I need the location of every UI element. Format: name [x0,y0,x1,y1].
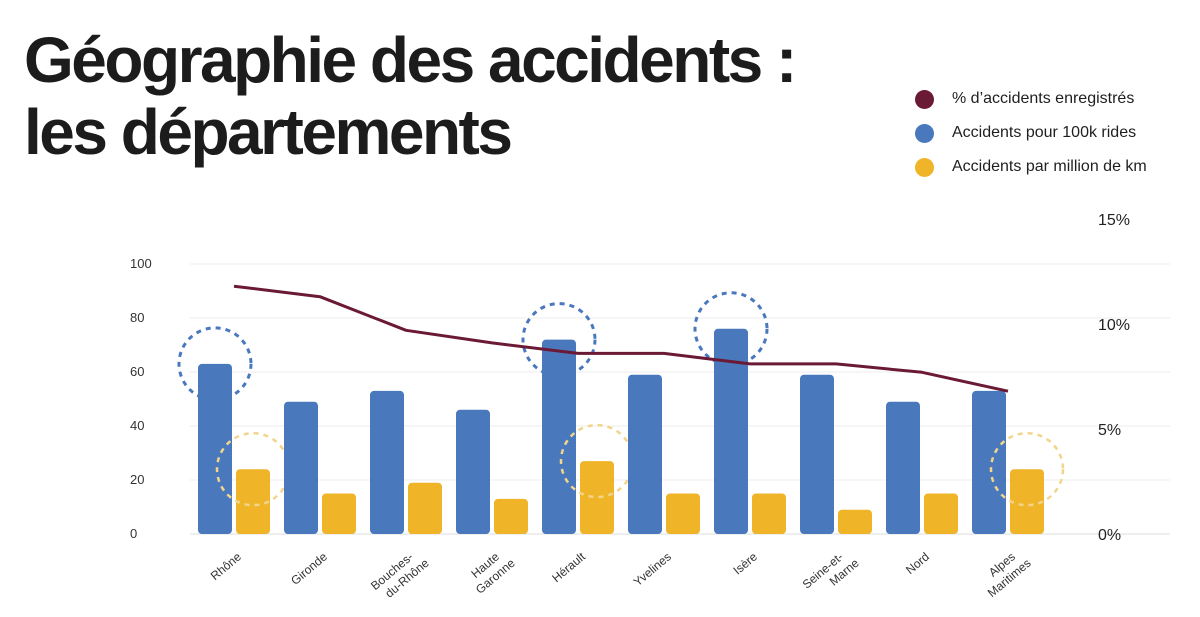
x-tick-label: Isère [730,549,760,577]
x-tick-label: Bouches-du-Rhône [368,544,432,604]
chart-title-line-2: les départements [24,96,513,168]
legend-label-rides: Accidents pour 100k rides [952,124,1137,141]
bar-rides [714,328,748,534]
bar-km [494,498,528,534]
legend-item-rides: Accidents pour 100k rides [915,116,1147,150]
y-tick-label-right: 15% [1098,212,1130,229]
highlight-circle [989,431,1065,507]
legend-dot-rides [915,123,934,143]
x-tick-label: Rhône [208,549,244,583]
y-tick-label-left: 80 [130,310,144,325]
bar-rides [628,374,662,534]
highlight-circle [521,302,597,378]
bar-rides [370,390,404,534]
bar-km [322,493,356,534]
chart-title: Géographie des accidents : les départeme… [24,24,797,168]
x-tick-label: Gironde [288,549,330,587]
y-tick-label-right: 10% [1098,317,1130,334]
bar-rides [886,401,920,534]
bar-rides [972,390,1006,534]
pct-line [233,284,1009,393]
legend: % d’accidents enregistrés Accidents pour… [915,82,1147,184]
x-tick-label: HauteGaronne [463,544,518,596]
bar-km [580,461,614,534]
y-tick-label-left: 0 [130,526,137,541]
y-tick-label-left: 40 [130,418,144,433]
x-tick-label: Yvelines [631,550,674,589]
y-tick-label-left: 20 [130,472,144,487]
bar-km [408,482,442,534]
bar-rides [456,409,490,534]
y-tick-label-left: 100 [130,256,152,271]
bar-km [1010,469,1044,534]
y-tick-label-right: 5% [1098,422,1121,439]
bar-km [924,493,958,534]
bar-rides [198,363,232,534]
bar-rides [284,401,318,534]
x-tick-label: AlpesMaritimes [975,544,1033,600]
legend-dot-pct [915,89,934,109]
x-tick-label: Hérault [549,549,588,585]
legend-item-km: Accidents par million de km [915,150,1147,184]
bar-km [236,469,270,534]
x-tick-label: Nord [903,550,932,577]
legend-dot-km [915,157,934,177]
x-tick-label: Seine-et-Marne [800,544,862,603]
bar-km [752,493,786,534]
highlight-circle [693,291,769,367]
bar-rides [800,374,834,534]
highlight-circle [177,326,253,402]
bar-km [838,509,872,534]
bar-rides [542,339,576,534]
y-tick-label-left: 60 [130,364,144,379]
legend-item-pct: % d’accidents enregistrés [915,82,1147,116]
y-tick-label-right: 0% [1098,527,1121,544]
legend-label-km: Accidents par million de km [952,158,1147,175]
legend-label-pct: % d’accidents enregistrés [952,90,1135,107]
chart-title-line-1: Géographie des accidents : [24,24,797,96]
bar-km [666,493,700,534]
